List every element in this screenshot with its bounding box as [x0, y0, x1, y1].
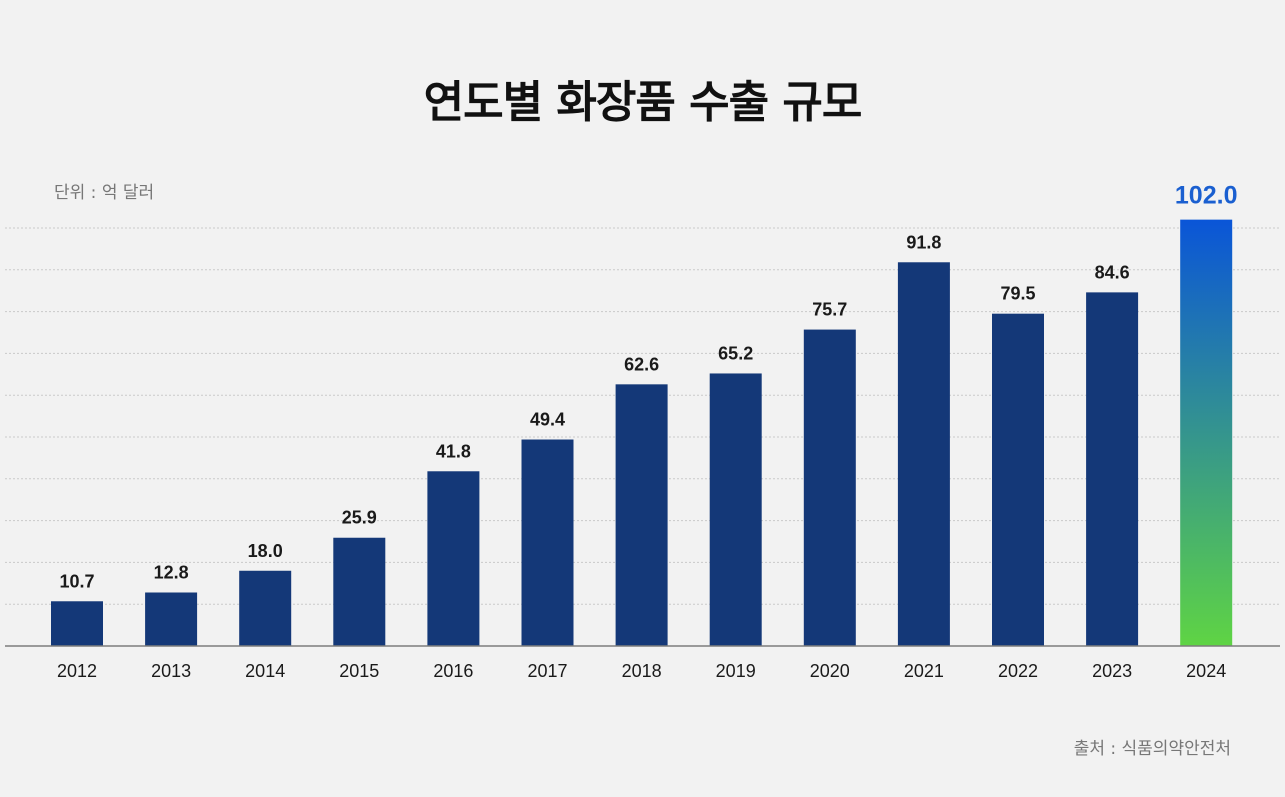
value-labels: 10.7 12.8 18.0 25.9 41.8 49.4 62.6 65.2 75.7 91.8… — [59, 182, 1237, 592]
source-label: 출처 : 식품의약안전처 — [1073, 739, 1231, 759]
bar-2019 — [709, 373, 762, 646]
bar-2021 — [897, 262, 950, 646]
bar-2020 — [803, 329, 856, 646]
bars — [51, 219, 1233, 646]
value-label-2020: 75.7 — [812, 300, 847, 320]
bar-2017 — [521, 439, 574, 646]
x-tick-2019: 2019 — [716, 661, 756, 681]
x-tick-2022: 2022 — [998, 661, 1038, 681]
x-tick-2021: 2021 — [904, 661, 944, 681]
bar-2018 — [615, 384, 668, 646]
bar-2012 — [51, 601, 103, 646]
value-label-2024: 102.0 — [1175, 182, 1238, 210]
x-tick-2015: 2015 — [339, 661, 379, 681]
value-label-2022: 79.5 — [1000, 284, 1035, 304]
bar-2015 — [333, 537, 386, 646]
x-tick-2018: 2018 — [622, 661, 662, 681]
x-tick-2017: 2017 — [527, 661, 567, 681]
bar-2014 — [239, 570, 292, 646]
bar-2023 — [1086, 292, 1139, 646]
bar-2016 — [427, 471, 480, 646]
x-tick-2023: 2023 — [1092, 661, 1132, 681]
x-tick-2024: 2024 — [1186, 661, 1226, 681]
bar-2022 — [992, 313, 1044, 646]
value-label-2018: 62.6 — [624, 354, 659, 374]
value-label-2016: 41.8 — [436, 441, 471, 461]
unit-label: 단위 : 억 달러 — [54, 183, 155, 203]
x-tick-labels: 2012 2013 2014 2015 2016 2017 2018 2019 2020 2021… — [57, 661, 1226, 681]
value-label-2012: 10.7 — [59, 571, 94, 591]
x-tick-2014: 2014 — [245, 661, 285, 681]
value-label-2013: 12.8 — [154, 562, 189, 582]
x-tick-2012: 2012 — [57, 661, 97, 681]
bar-2024 — [1180, 219, 1233, 646]
value-label-2021: 91.8 — [906, 232, 941, 252]
value-label-2019: 65.2 — [718, 343, 753, 363]
x-tick-2013: 2013 — [151, 661, 191, 681]
x-tick-2020: 2020 — [810, 661, 850, 681]
chart-title: 연도별 화장품 수출 규모 — [423, 77, 863, 128]
value-label-2014: 18.0 — [248, 541, 283, 561]
value-label-2017: 49.4 — [530, 410, 565, 430]
value-label-2015: 25.9 — [342, 508, 377, 528]
bar-2013 — [145, 592, 198, 646]
value-label-2023: 84.6 — [1095, 262, 1130, 282]
x-tick-2016: 2016 — [433, 661, 473, 681]
